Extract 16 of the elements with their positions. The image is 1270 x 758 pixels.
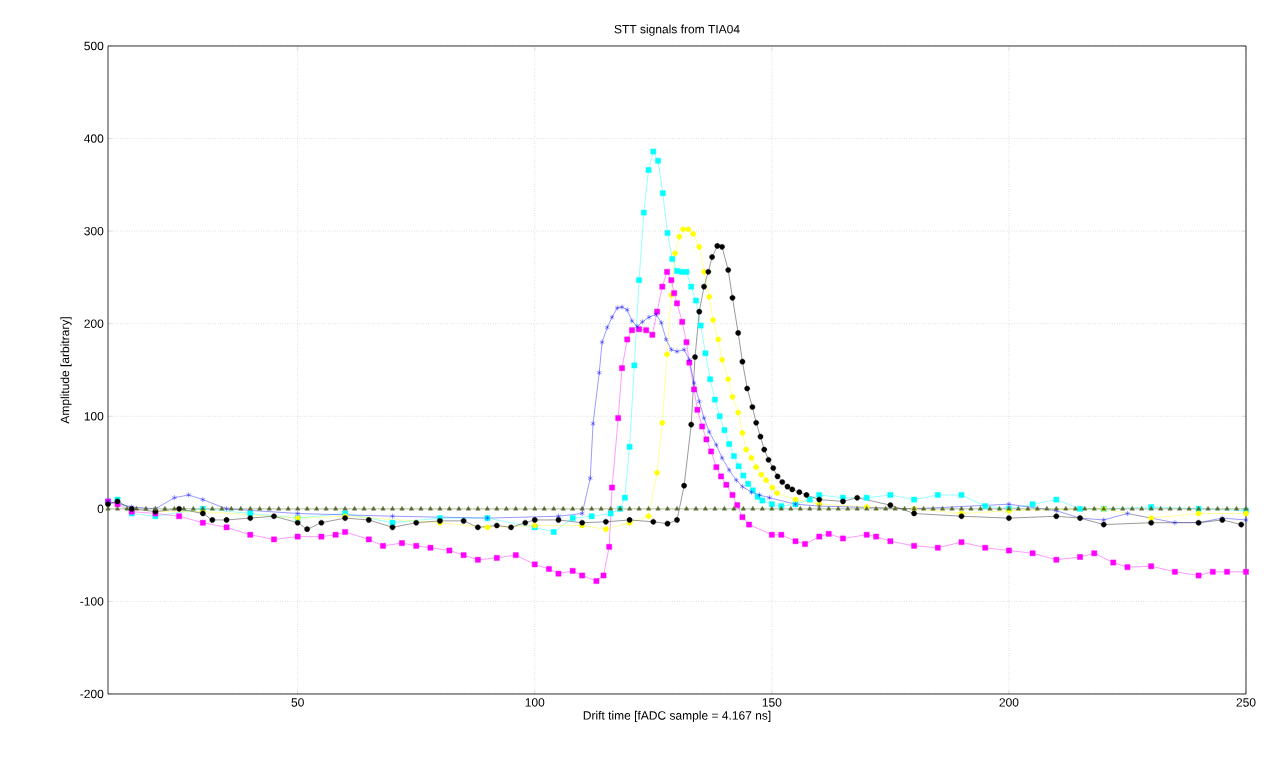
y-tick-label: 100 [84, 412, 104, 421]
x-tick-label: 50 [291, 698, 304, 707]
y-axis-title: Amplitude [arbitrary] [60, 317, 72, 424]
x-tick-label: 100 [525, 698, 545, 707]
x-axis-title: Drift time [fADC sample = 4.167 ns] [583, 710, 771, 723]
y-tick-label: -200 [80, 689, 104, 699]
chart-title: STT signals from TIA04 [614, 24, 740, 36]
y-tick-label: -100 [80, 597, 104, 606]
y-tick-label: 200 [84, 319, 104, 328]
x-tick-label: 150 [762, 698, 782, 707]
x-tick-label: 250 [1236, 698, 1256, 707]
y-tick-label: 300 [84, 226, 104, 236]
y-tick-label: 0 [97, 504, 104, 514]
y-tick-label: 400 [84, 134, 104, 143]
y-tick-label: 500 [84, 41, 104, 51]
x-tick-label: 200 [999, 698, 1019, 707]
